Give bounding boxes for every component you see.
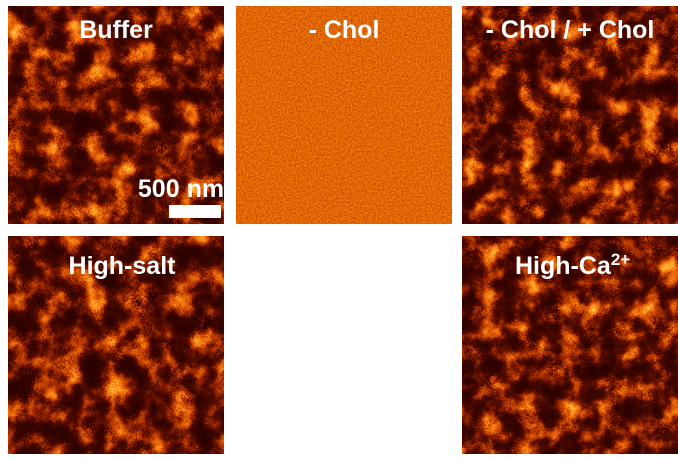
panel-label: - Chol (309, 16, 380, 44)
panel-label: Low ionic (288, 252, 403, 280)
label-main: High-Ca (515, 252, 612, 280)
panel-label: High-salt (69, 252, 177, 280)
page: Buffer - Chol - Chol / + Chol High-salt … (0, 0, 678, 454)
scale-bar (169, 205, 221, 218)
panel-label: strength (296, 282, 396, 310)
panel-label: Buffer (79, 16, 153, 44)
label-superscript: 2+ (611, 250, 630, 269)
scale-bar-label: 500 nm (138, 175, 224, 203)
figure: Buffer - Chol - Chol / + Chol High-salt … (0, 0, 678, 454)
panel-label: - Chol / + Chol (486, 16, 655, 44)
